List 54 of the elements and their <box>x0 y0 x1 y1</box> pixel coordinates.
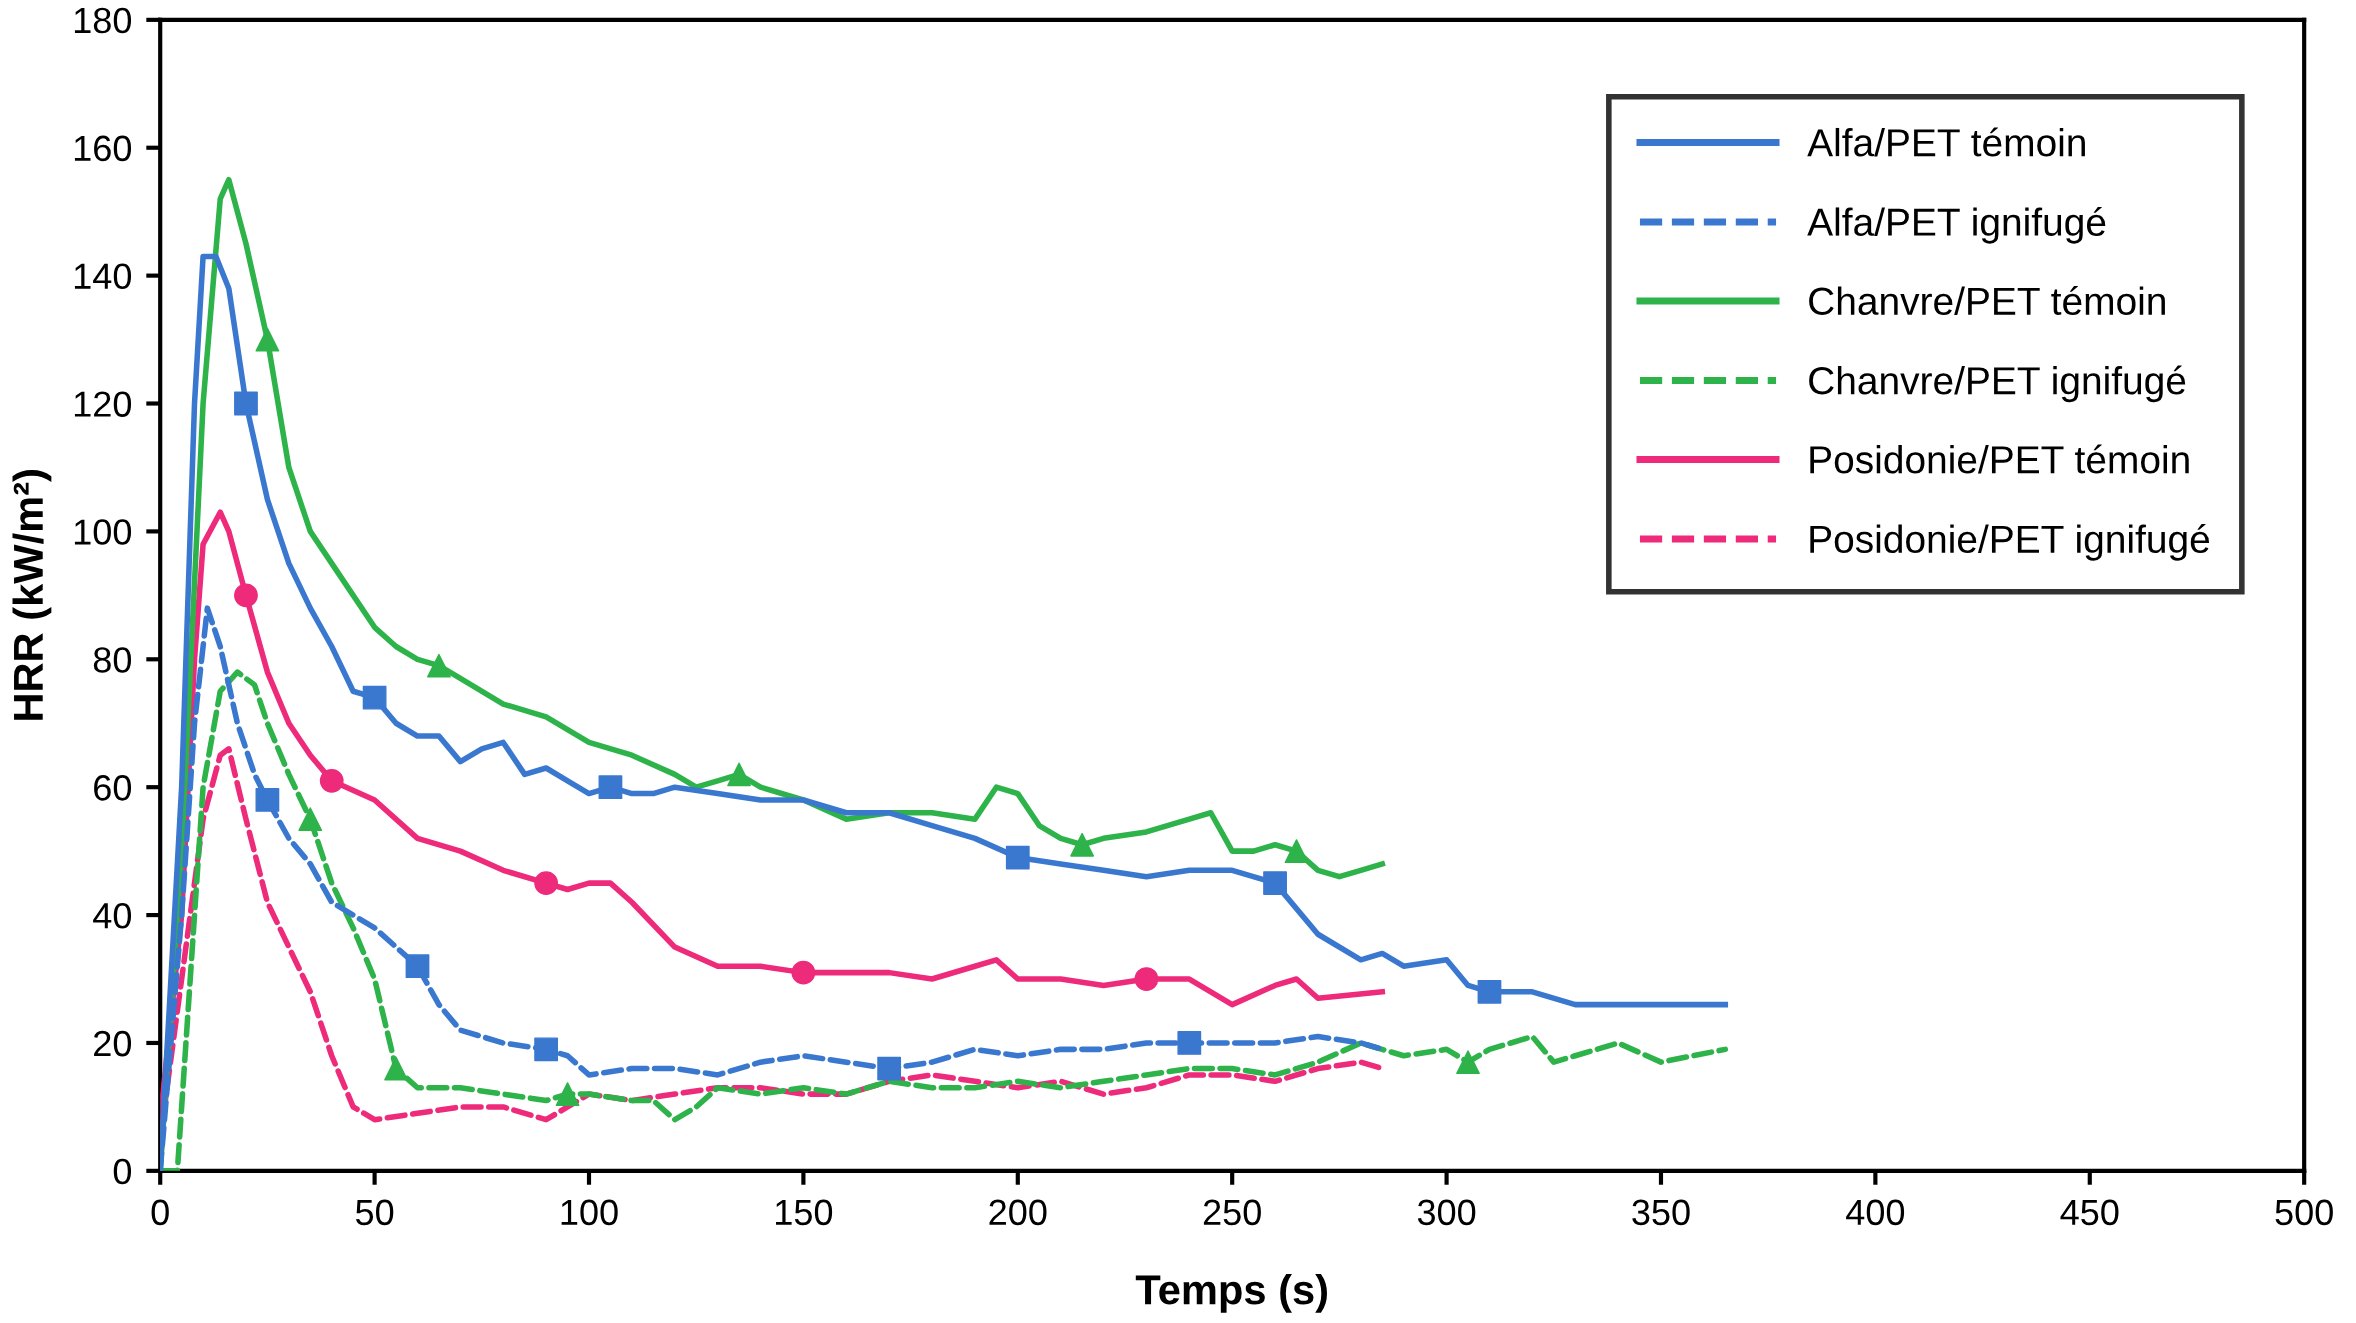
x-tick-label: 100 <box>561 1199 618 1226</box>
point <box>362 685 387 710</box>
x-tick-label: 50 <box>355 1199 394 1226</box>
point <box>1134 967 1159 991</box>
point <box>319 768 344 793</box>
point <box>534 1037 559 1062</box>
x-tick-label: 200 <box>989 1199 1047 1226</box>
x-tick-label: 450 <box>2060 1199 2119 1226</box>
legend-label: Posidonie/PET ignifugé <box>1810 524 2210 561</box>
x-tick-label: 400 <box>1846 1199 1905 1226</box>
y-tick-label: 140 <box>74 263 132 290</box>
legend-label: Alfa/PET témoin <box>1807 127 2085 157</box>
y-axis-title: HRR (kW/m²) <box>12 470 52 720</box>
y-tick-label: 180 <box>74 7 132 34</box>
x-tick-label: 300 <box>1417 1199 1476 1226</box>
y-tick-label: 0 <box>113 1158 132 1185</box>
x-tick-label: 500 <box>2275 1199 2333 1226</box>
x-tick-label: 150 <box>776 1199 833 1226</box>
point <box>598 775 623 800</box>
y-tick-label: 40 <box>93 902 132 929</box>
point <box>1005 845 1030 870</box>
point <box>1477 979 1502 1004</box>
x-axis-title: Temps (s) <box>1135 1273 1327 1313</box>
point <box>555 1082 580 1107</box>
x-tick-label: 0 <box>151 1199 169 1226</box>
point <box>255 327 280 352</box>
legend-label: Chanvre/PET ignifugé <box>1809 365 2186 403</box>
point <box>234 391 258 416</box>
legend-label: Chanvre/PET témoin <box>1809 286 2165 316</box>
point <box>727 762 751 787</box>
legend-label: Alfa/PET ignifugé <box>1807 206 2106 244</box>
legend-label: Posidonie/PET témoin <box>1810 444 2189 474</box>
x-tick-label: 350 <box>1632 1199 1690 1226</box>
point <box>255 788 280 812</box>
point <box>1070 832 1095 857</box>
y-tick-label: 160 <box>74 135 132 162</box>
point <box>298 807 323 832</box>
x-tick-label: 250 <box>1203 1199 1261 1226</box>
y-tick-label: 120 <box>74 391 132 417</box>
y-tick-label: 100 <box>74 519 132 545</box>
point <box>877 1056 902 1081</box>
point <box>234 583 258 608</box>
point <box>1263 871 1287 895</box>
point <box>1456 1050 1480 1075</box>
point <box>1177 1031 1202 1055</box>
point <box>791 960 816 985</box>
point <box>384 1056 408 1081</box>
y-tick-label: 60 <box>94 775 132 801</box>
point <box>1284 839 1309 864</box>
point <box>427 653 451 678</box>
y-tick-label: 20 <box>94 1030 132 1057</box>
point <box>405 954 430 979</box>
y-tick-label: 80 <box>93 647 132 673</box>
point <box>534 871 559 895</box>
